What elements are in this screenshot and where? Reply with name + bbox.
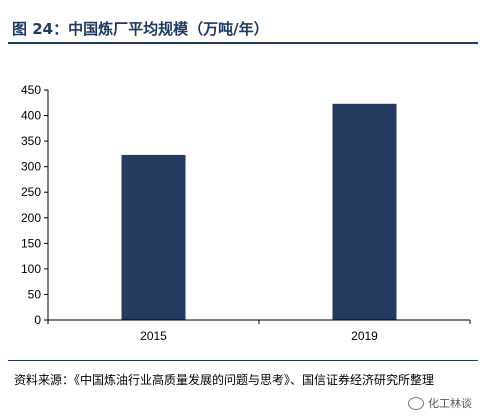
y-tick-label: 150 <box>21 236 41 250</box>
y-tick-label: 200 <box>21 211 41 225</box>
chart-title: 图 24：中国炼厂平均规模（万吨/年） <box>12 20 269 38</box>
y-tick-label: 400 <box>21 109 41 123</box>
bar-chart: 0 50 100 150 200 250 300 350 400 450 2015 2019 <box>21 83 471 343</box>
y-tick-label: 0 <box>34 313 41 327</box>
watermark-label: 化工林谈 <box>428 397 472 410</box>
y-tick-label: 350 <box>21 134 41 148</box>
source-divider <box>8 360 478 361</box>
y-tick-label: 50 <box>28 287 42 301</box>
x-tick-label: 2019 <box>351 329 378 343</box>
bars <box>121 103 397 320</box>
y-tick-label: 300 <box>21 160 41 174</box>
title-bar: 图 24：中国炼厂平均规模（万吨/年） <box>8 18 478 44</box>
chat-bubble-icon <box>408 396 424 410</box>
bar-2019 <box>332 103 397 320</box>
watermark: 化工林谈 <box>408 395 472 411</box>
x-axis: 2015 2019 <box>47 319 471 343</box>
y-tick-label: 450 <box>21 83 41 97</box>
y-tick-label: 250 <box>21 185 41 199</box>
x-tick-label: 2015 <box>140 329 167 343</box>
source-note: 资料来源：《中国炼油行业高质量发展的问题与思考》、国信证券经济研究所整理 <box>14 373 435 387</box>
y-tick-label: 100 <box>21 262 41 276</box>
y-axis: 0 50 100 150 200 250 300 350 400 450 <box>21 83 49 327</box>
bar-2015 <box>121 154 186 320</box>
